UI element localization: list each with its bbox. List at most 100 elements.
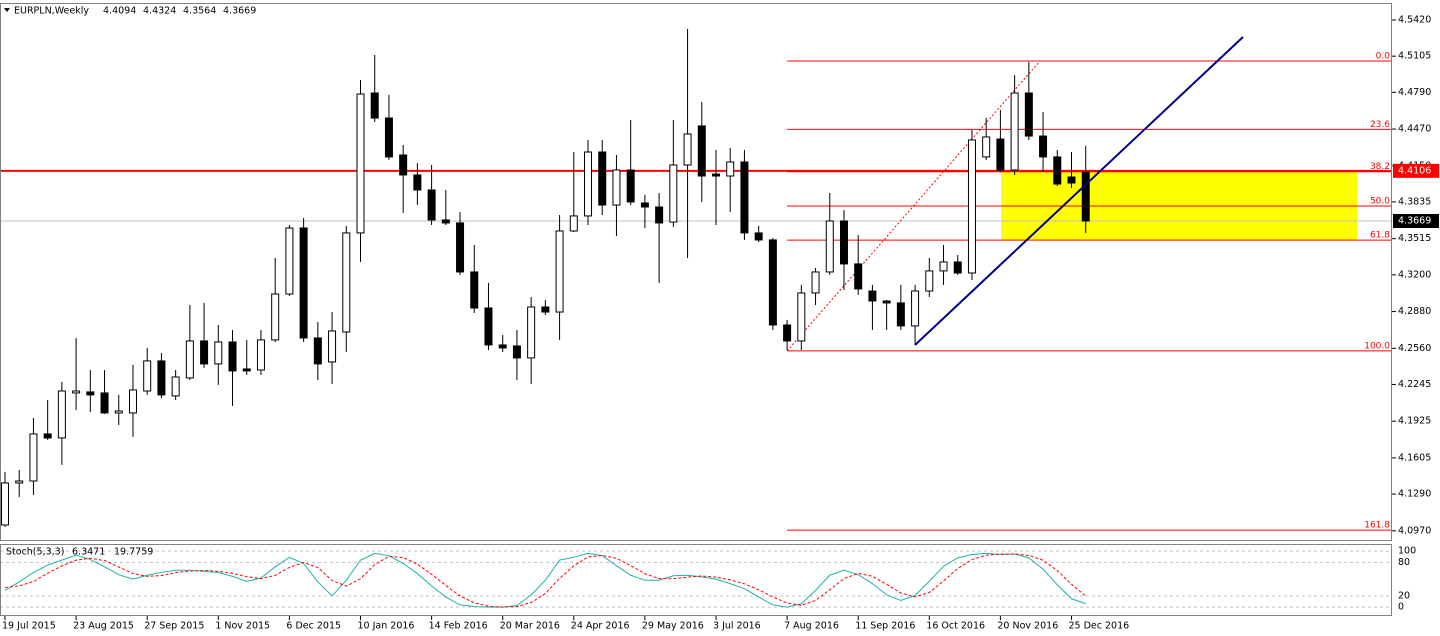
candle-body [925, 270, 934, 292]
y-tick-label: 100 [1398, 546, 1416, 557]
candle-body [1010, 92, 1019, 171]
candle-body [868, 290, 877, 302]
x-tick-label: 29 May 2016 [642, 621, 704, 632]
candle-body [498, 344, 507, 349]
candle-body [228, 341, 237, 372]
stoch-k-value: 6.3471 [72, 547, 105, 558]
candle-body [584, 151, 593, 217]
y-tick-label: 80 [1398, 557, 1410, 568]
candle-body [811, 271, 820, 294]
x-tick-label: 14 Feb 2016 [429, 621, 488, 632]
y-tick-label: 4.4790 [1398, 87, 1431, 98]
x-tick-label: 6 Dec 2015 [286, 621, 341, 632]
candle-body [953, 261, 962, 274]
fib-label: 23.6 [1370, 120, 1390, 130]
candle-body [740, 161, 749, 234]
x-tick-label: 10 Jan 2016 [358, 621, 415, 632]
stoch-line [4, 552, 1086, 608]
stoch-d-value: 19.7759 [114, 547, 153, 558]
last-price-box [1393, 213, 1439, 228]
x-tick-label: 24 Apr 2016 [571, 621, 630, 632]
candle-body [1, 482, 9, 526]
candle-body [768, 239, 777, 326]
candle-body [128, 389, 137, 414]
fib-label: 38.2 [1370, 162, 1390, 172]
header-low: 4.3564 [183, 6, 216, 17]
symbol-title: EURPLN,Weekly [14, 6, 89, 17]
candle-body [967, 139, 976, 274]
y-tick-label: 4.1290 [1398, 489, 1431, 500]
y-tick-label: 4.5420 [1398, 14, 1431, 25]
candle-body [1039, 135, 1048, 158]
x-tick-label: 20 Mar 2016 [500, 621, 560, 632]
candle-body [456, 222, 465, 273]
fib-label: 0.0 [1376, 51, 1391, 61]
candle-body [200, 340, 209, 365]
candle-body [299, 227, 308, 339]
fib-label: 50.0 [1370, 196, 1390, 206]
candle-body [356, 93, 365, 234]
candle-body [29, 433, 38, 482]
candle-body [854, 263, 863, 290]
candle-body [1053, 156, 1062, 185]
candle-body [171, 376, 180, 397]
candle-body [384, 117, 393, 158]
candle-body [1067, 176, 1076, 184]
x-tick-label: 20 Nov 2016 [997, 621, 1058, 632]
y-tick-label: 4.0970 [1398, 525, 1431, 536]
candle-body [470, 271, 479, 309]
candle-body [996, 138, 1005, 171]
y-tick-label: 4.1925 [1398, 416, 1431, 427]
candle-body [697, 125, 706, 177]
fib-label: 61.8 [1370, 231, 1390, 241]
fib-base-line [786, 60, 1041, 352]
candle-body [86, 391, 95, 396]
x-tick-label: 16 Oct 2016 [926, 621, 985, 632]
candle-body [541, 306, 550, 313]
candle-body [569, 215, 578, 232]
candle-body [1081, 171, 1090, 222]
candle-body [669, 164, 678, 223]
main-panel [0, 3, 1392, 541]
stoch-panel [0, 544, 1392, 616]
candle-body [797, 292, 806, 342]
level-price-label: 4.4106 [1398, 165, 1431, 176]
candle-body [256, 339, 265, 371]
level-price-box [1393, 163, 1439, 178]
candle-body [555, 230, 564, 313]
candle-body [441, 219, 450, 224]
candle-body [527, 306, 536, 359]
y-tick-label: 4.3835 [1398, 196, 1431, 207]
candle-body [100, 392, 109, 414]
candle-body [839, 220, 848, 265]
candle-body [882, 300, 891, 304]
candle-body [214, 341, 223, 365]
y-tick-label: 4.1605 [1398, 452, 1431, 463]
stoch-title: Stoch(5,3,3) [6, 547, 64, 558]
candle-body [640, 202, 649, 208]
candle-body [825, 220, 834, 273]
candle-body [271, 293, 280, 341]
candle-body [726, 161, 735, 177]
candle-body [72, 390, 81, 394]
x-tick-label: 27 Sep 2015 [144, 621, 204, 632]
candle-body [754, 232, 763, 241]
y-tick-label: 0 [1398, 602, 1404, 613]
candle-body [612, 169, 621, 206]
x-tick-label: 1 Nov 2015 [215, 621, 270, 632]
candle-body [598, 151, 607, 206]
candle-body [655, 206, 664, 224]
candle-body [313, 337, 322, 365]
header-high: 4.4324 [143, 6, 176, 17]
menu-icon[interactable] [4, 8, 10, 12]
candle-body [896, 302, 905, 327]
header-open: 4.4094 [103, 6, 136, 17]
candle-body [683, 133, 692, 166]
candle-body [1024, 92, 1033, 137]
y-tick-label: 4.4470 [1398, 124, 1431, 135]
candle-body [712, 173, 720, 177]
candle-body [626, 169, 635, 203]
candle-body [15, 480, 24, 484]
candle-body [911, 290, 920, 327]
candle-body [328, 330, 337, 363]
